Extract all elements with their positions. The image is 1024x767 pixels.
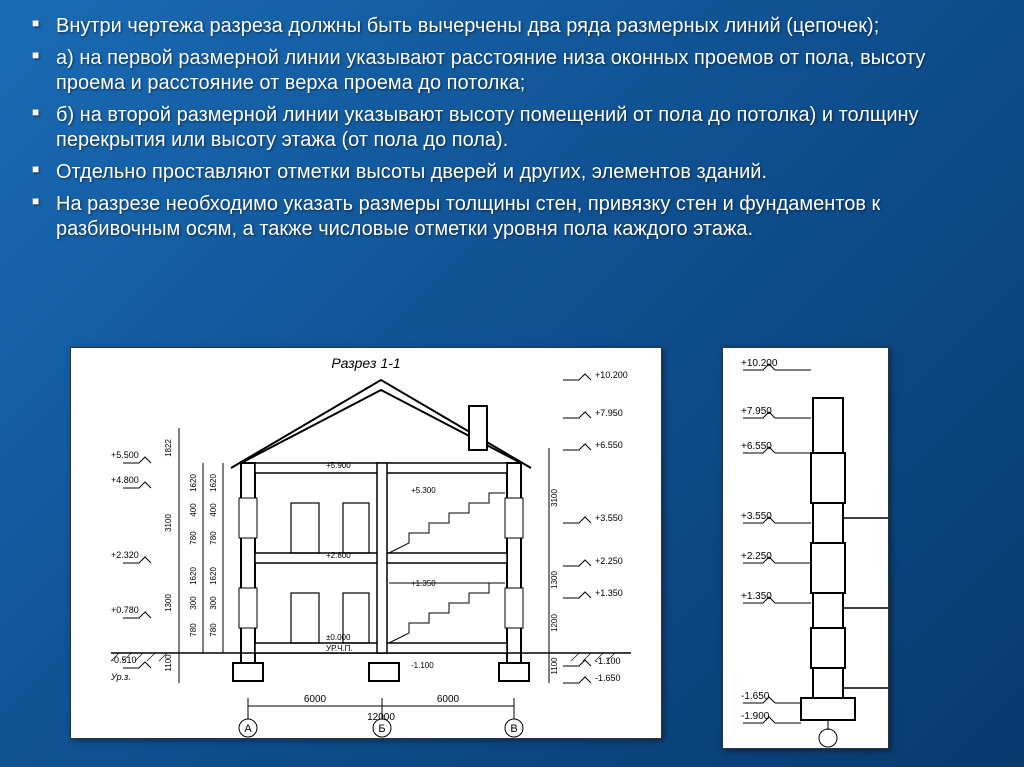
bullet-item: б) на второй размерной линии указывают в… bbox=[28, 103, 996, 154]
bullet-list: Внутри чертежа разреза должны быть вычер… bbox=[28, 14, 996, 243]
svg-text:400: 400 bbox=[209, 503, 218, 517]
bullet-item: На разрезе необходимо указать размеры то… bbox=[28, 192, 996, 243]
slide: Внутри чертежа разреза должны быть вычер… bbox=[0, 0, 1024, 767]
svg-text:+0.780: +0.780 bbox=[111, 605, 139, 615]
svg-text:780: 780 bbox=[209, 531, 218, 545]
svg-text:+5.500: +5.500 bbox=[111, 450, 139, 460]
svg-text:300: 300 bbox=[209, 596, 218, 610]
svg-text:+7.950: +7.950 bbox=[741, 406, 772, 417]
svg-text:1620: 1620 bbox=[189, 567, 198, 585]
svg-text:1620: 1620 bbox=[209, 567, 218, 585]
svg-text:+2.800: +2.800 bbox=[326, 551, 351, 560]
svg-text:1300: 1300 bbox=[550, 571, 559, 589]
svg-text:1620: 1620 bbox=[209, 474, 218, 492]
svg-text:+5.300: +5.300 bbox=[411, 486, 436, 495]
svg-text:УР.Ч.П.: УР.Ч.П. bbox=[326, 644, 353, 653]
svg-text:1100: 1100 bbox=[550, 657, 559, 675]
figure-elevation-detail: +10.200 +7.950 +6.550 +3.550 +2.250 +1.3… bbox=[722, 347, 889, 749]
svg-text:-1.650: -1.650 bbox=[595, 673, 621, 683]
svg-text:+1.350: +1.350 bbox=[595, 588, 623, 598]
svg-text:1822: 1822 bbox=[164, 439, 173, 457]
elev-mark: -0.510 bbox=[111, 655, 151, 668]
svg-text:1300: 1300 bbox=[164, 594, 173, 612]
bullet-item: Внутри чертежа разреза должны быть вычер… bbox=[28, 14, 996, 40]
svg-text:400: 400 bbox=[189, 503, 198, 517]
svg-text:780: 780 bbox=[209, 623, 218, 637]
svg-text:+2.320: +2.320 bbox=[111, 550, 139, 560]
svg-text:+5.900: +5.900 bbox=[326, 461, 351, 470]
svg-text:-1.650: -1.650 bbox=[741, 691, 770, 702]
elev-mark: +5.500 bbox=[111, 450, 151, 463]
svg-text:+4.800: +4.800 bbox=[111, 475, 139, 485]
svg-text:+1.350: +1.350 bbox=[741, 591, 772, 602]
svg-text:1620: 1620 bbox=[189, 474, 198, 492]
svg-text:±0.000: ±0.000 bbox=[326, 633, 351, 642]
svg-text:В: В bbox=[510, 723, 517, 735]
figures-row: Разрез 1-1 bbox=[70, 347, 889, 749]
svg-text:3100: 3100 bbox=[164, 514, 173, 532]
svg-text:Б: Б bbox=[378, 723, 385, 735]
svg-text:А: А bbox=[244, 723, 252, 735]
section-svg: Разрез 1-1 bbox=[71, 348, 661, 738]
detail-svg: +10.200 +7.950 +6.550 +3.550 +2.250 +1.3… bbox=[723, 348, 888, 748]
svg-text:-1.900: -1.900 bbox=[741, 711, 770, 722]
svg-text:+10.200: +10.200 bbox=[741, 358, 778, 369]
svg-text:+3.550: +3.550 bbox=[741, 511, 772, 522]
svg-text:1200: 1200 bbox=[550, 614, 559, 632]
svg-text:3100: 3100 bbox=[550, 489, 559, 507]
figure-title: Разрез 1-1 bbox=[331, 355, 400, 371]
svg-text:+1.350: +1.350 bbox=[411, 579, 436, 588]
svg-text:780: 780 bbox=[189, 623, 198, 637]
svg-text:-1.100: -1.100 bbox=[595, 656, 621, 666]
svg-text:1100: 1100 bbox=[164, 654, 173, 672]
svg-text:+3.550: +3.550 bbox=[595, 513, 623, 523]
elev-mark: +0.780 bbox=[111, 605, 151, 618]
figure-section-drawing: Разрез 1-1 bbox=[70, 347, 662, 739]
svg-text:+2.250: +2.250 bbox=[595, 556, 623, 566]
svg-text:+6.550: +6.550 bbox=[595, 440, 623, 450]
elev-mark: +4.800 bbox=[111, 475, 151, 488]
svg-text:+2.250: +2.250 bbox=[741, 551, 772, 562]
svg-text:+6.550: +6.550 bbox=[741, 441, 772, 452]
svg-text:+10.200: +10.200 bbox=[595, 370, 628, 380]
svg-text:-1.100: -1.100 bbox=[411, 661, 434, 670]
svg-text:6000: 6000 bbox=[437, 694, 460, 705]
elev-mark: +2.320 bbox=[111, 550, 151, 563]
svg-text:-0.510: -0.510 bbox=[111, 655, 137, 665]
bullet-item: а) на первой размерной линии указывают р… bbox=[28, 46, 996, 97]
svg-text:Ур.з.: Ур.з. bbox=[110, 672, 131, 682]
bullet-item: Отдельно проставляют отметки высоты двер… bbox=[28, 160, 996, 186]
svg-text:+7.950: +7.950 bbox=[595, 408, 623, 418]
svg-text:300: 300 bbox=[189, 596, 198, 610]
svg-text:780: 780 bbox=[189, 531, 198, 545]
svg-text:6000: 6000 bbox=[304, 694, 327, 705]
